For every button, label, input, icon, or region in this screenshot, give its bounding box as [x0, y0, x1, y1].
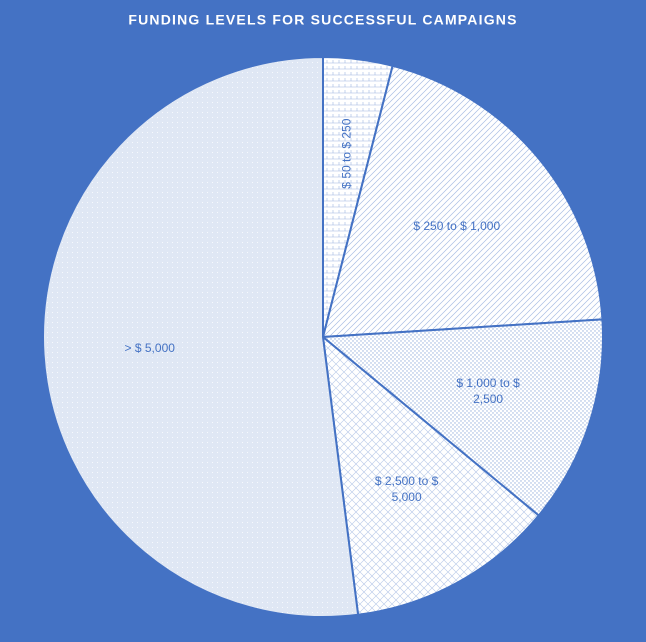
label-box: $ 2,500 to $ 5,000 [374, 474, 439, 505]
slice-label: > $ 5,000 [124, 340, 175, 355]
label-box: > $ 5,000 [124, 340, 175, 355]
label-group: $ 2,500 to $ 5,000 [374, 474, 439, 505]
label-group: $ 250 to $ 1,000 [413, 219, 501, 234]
slice-label: $ 250 to $ 1,000 [413, 219, 501, 234]
pie-slice [321, 64, 604, 339]
pie-slice [320, 318, 604, 517]
label-box: $ 1,000 to $ 2,500 [456, 375, 520, 406]
pie-slice [42, 55, 360, 618]
label-group: $ 1,000 to $ 2,500 [456, 375, 520, 406]
label-box: $ 250 to $ 1,000 [413, 219, 501, 234]
slice-label: $ 2,500 to $ 5,000 [374, 474, 439, 505]
pie-slice [321, 334, 541, 616]
chart-title: FUNDING LEVELS FOR SUCCESSFUL CAMPAIGNS [128, 12, 517, 28]
slice-label: $ 1,000 to $ 2,500 [456, 375, 520, 406]
label-group: > $ 5,000 [124, 340, 175, 355]
